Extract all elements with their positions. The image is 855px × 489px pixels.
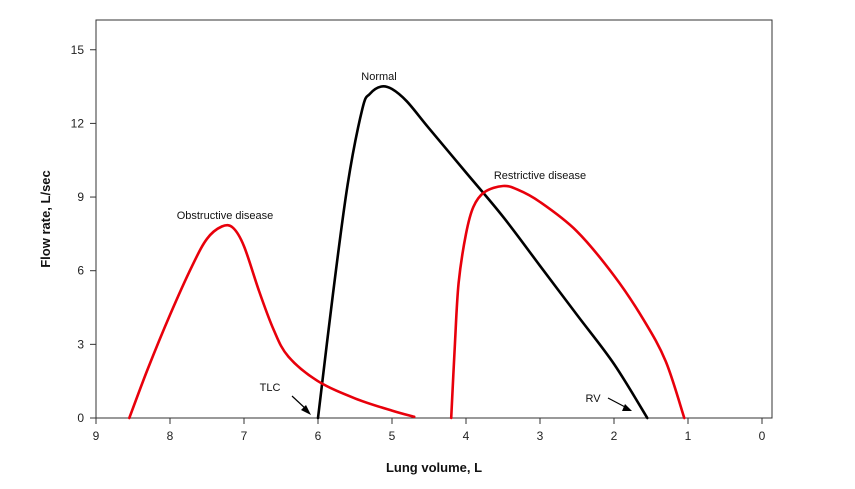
tlc-arrowhead xyxy=(301,405,311,415)
y-tick-label: 12 xyxy=(71,116,85,130)
rv-arrow xyxy=(607,397,628,409)
x-tick-label: 9 xyxy=(93,429,100,443)
x-tick-label: 0 xyxy=(759,429,766,443)
x-tick-label: 1 xyxy=(685,429,692,443)
x-axis: 9 8 7 6 5 4 3 2 1 0 xyxy=(93,418,766,443)
y-axis-title: Flow rate, L/sec xyxy=(38,170,53,268)
y-tick-label: 0 xyxy=(77,411,84,425)
x-tick-label: 2 xyxy=(611,429,618,443)
series-line-obstructive-disease xyxy=(128,223,416,420)
annotation-obstructive: Obstructive disease xyxy=(177,210,274,222)
rv-arrowhead xyxy=(622,404,632,411)
plot-frame xyxy=(95,19,773,419)
y-tick-label: 9 xyxy=(77,190,84,204)
x-tick-label: 5 xyxy=(389,429,396,443)
x-tick-label: 7 xyxy=(241,429,248,443)
y-tick-label: 15 xyxy=(71,43,85,57)
annotation-restrictive: Restrictive disease xyxy=(494,170,586,182)
annotation-normal: Normal xyxy=(361,71,396,83)
y-axis: 0 3 6 9 12 15 xyxy=(71,43,96,425)
series-layer xyxy=(128,85,686,420)
x-tick-label: 4 xyxy=(463,429,470,443)
series-line-normal xyxy=(316,85,649,420)
annotation-rv: RV xyxy=(585,393,601,405)
annotation-tlc: TLC xyxy=(260,382,281,394)
x-tick-label: 6 xyxy=(315,429,322,443)
x-tick-label: 3 xyxy=(537,429,544,443)
y-tick-label: 3 xyxy=(77,337,84,351)
series-line-restrictive-disease xyxy=(449,184,686,420)
x-tick-label: 8 xyxy=(167,429,174,443)
y-tick-label: 6 xyxy=(77,264,84,278)
x-axis-title: Lung volume, L xyxy=(386,460,482,475)
